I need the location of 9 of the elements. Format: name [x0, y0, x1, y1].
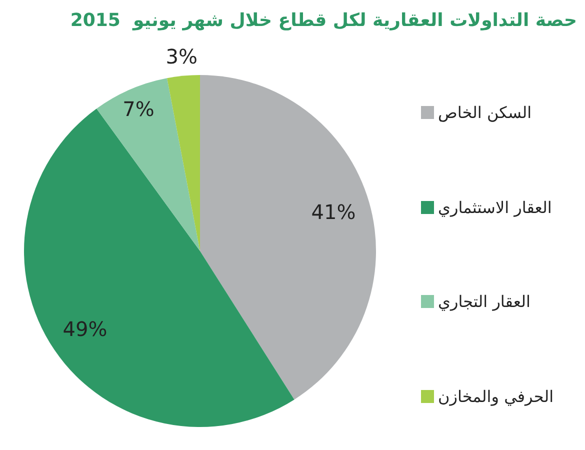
legend-label: العقار الاستثماري — [438, 198, 552, 217]
data-label: 49% — [62, 317, 108, 342]
chart-title: حصة التداولات العقارية لكل قطاع خلال شهر يونيو 2015 — [70, 10, 577, 31]
data-label: 7% — [122, 96, 154, 121]
data-label: 3% — [166, 44, 198, 69]
legend-label: الحرفي والمخازن — [438, 387, 554, 406]
data-label: 41% — [311, 200, 356, 224]
legend-label: السكن الخاص — [438, 103, 532, 122]
legend-label: العقار التجاري — [438, 292, 530, 312]
